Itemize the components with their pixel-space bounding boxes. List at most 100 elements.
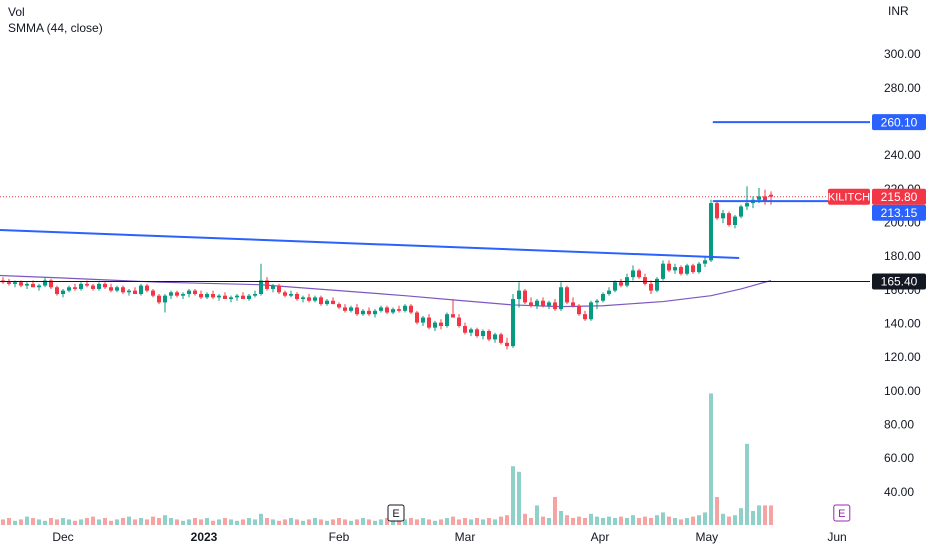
last-price-box [872,188,926,205]
volume-bar [55,519,59,525]
candle-body [109,287,113,291]
volume-bar [631,515,635,525]
candle-body [253,293,257,296]
volume-bar [361,518,365,525]
volume-bar [259,513,263,525]
candle-body [289,293,293,296]
candle-body [565,287,569,303]
volume-bar [397,520,401,525]
candle-body [229,297,233,300]
candle-body [601,293,605,301]
candle-body [307,297,311,301]
candle-body [175,292,179,296]
candle-body [679,267,683,274]
candle-body [487,331,491,340]
candle-body [655,278,659,291]
candle-body [535,300,539,306]
volume-bar [319,519,323,525]
legend-smma: SMMA (44, close) [8,21,103,35]
volume-bar [535,505,539,525]
candle-body [361,310,365,315]
volume-bar [79,519,83,525]
volume-bar [265,518,269,525]
candle-body [241,295,245,300]
candle-body [25,283,29,286]
candle-body [607,290,611,294]
volume-bar [7,518,11,525]
volume-bar [1,519,5,525]
volume-bar [277,520,281,525]
level-label: 260.10 [881,115,918,129]
candle-body [379,307,383,311]
candle-body [475,329,479,337]
volume-bar [37,519,41,525]
candle-body [49,280,53,288]
volume-bar [175,519,179,525]
level-label-box [872,204,926,221]
volume-bar [61,518,65,525]
volume-bar [547,518,551,525]
y-tick-label: 40.00 [884,485,914,499]
volume-bar [403,519,407,525]
candle-body [721,213,725,219]
candle-body [559,287,563,310]
volume-bar [109,520,113,525]
y-tick-label: 120.00 [884,350,921,364]
candle-body [331,300,335,305]
volume-bar [241,519,245,525]
candle-body [337,304,341,308]
candle-body [217,295,221,298]
volume-bar [745,443,749,525]
event-marker [833,504,851,522]
candle-body [583,314,587,320]
candle-body [691,265,695,273]
candle-body [715,203,719,219]
level-label-box [872,114,926,131]
candle-body [295,293,299,300]
candle-body [367,310,371,315]
volume-bar [511,466,515,525]
volume-bar [349,520,353,525]
candle-body [265,280,269,289]
x-tick-label: Jun [827,530,846,544]
last-price-label: 215.80 [881,190,918,204]
last-price-name-box [828,188,870,205]
candle-body [325,300,329,305]
candle-body [91,285,95,289]
candle-body [439,322,443,326]
level-label-box [872,273,926,290]
candle-body [61,290,65,294]
event-label: E [838,508,845,520]
level-label: 165.40 [881,275,918,289]
volume-bar [73,520,77,525]
candle-body [697,263,701,273]
volume-bar [169,518,173,525]
candle-body [433,322,437,328]
volume-bar [577,516,581,525]
volume-bar [739,508,743,525]
y-tick-label: 80.00 [884,417,914,431]
volume-bar [469,519,473,525]
candle-body [547,302,551,306]
trendline [0,229,740,259]
candle-body [193,290,197,294]
volume-bar [625,518,629,525]
level-label: 213.15 [881,206,918,220]
volume-bar [541,516,545,525]
volume-bar [553,497,557,525]
volume-bar [715,497,719,525]
y-tick-label: 60.00 [884,451,914,465]
volume-bar [679,519,683,525]
volume-bar [457,519,461,525]
candle-body [235,295,239,298]
volume-bar [85,518,89,525]
volume-bar [697,515,701,525]
volume-bar [223,518,227,525]
volume-bar [673,518,677,525]
candle-body [703,260,707,264]
volume-bar [307,519,311,525]
y-tick-label: 140.00 [884,316,921,330]
candle-body [259,280,263,294]
volume-bar [595,516,599,525]
candle-body [427,317,431,328]
